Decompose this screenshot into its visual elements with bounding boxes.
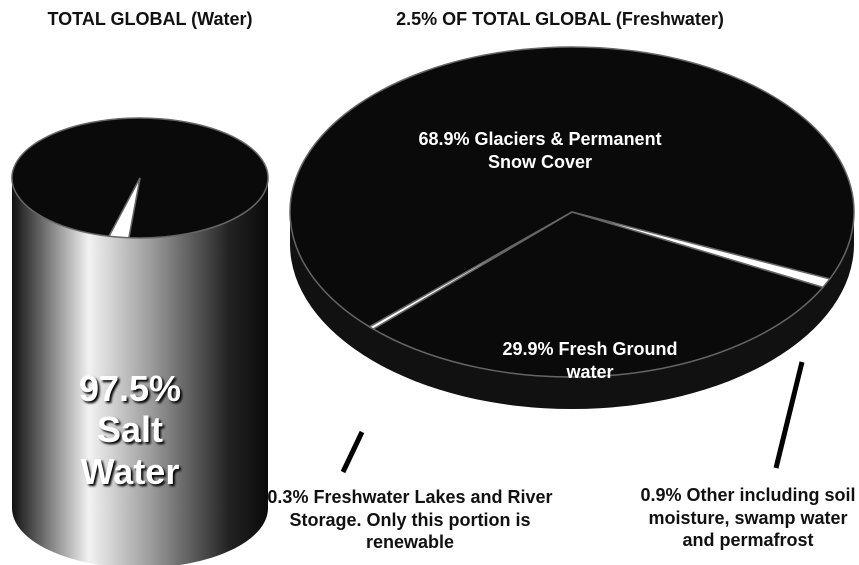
- leader-line: [773, 361, 805, 469]
- label: 0.9% Other including soil moisture, swam…: [640, 485, 856, 550]
- pie-slice: [368, 211, 573, 330]
- label: 0.3% Freshwater Lakes and River Storage.…: [267, 487, 553, 552]
- pie-slice: [289, 46, 855, 328]
- label: TOTAL GLOBAL (Water): [47, 9, 253, 29]
- leader-line: [340, 430, 365, 474]
- pie-side: [12, 178, 268, 565]
- label: 68.9% Glaciers & Permanent Snow Cover: [418, 129, 662, 172]
- label: 2.5% OF TOTAL GLOBAL (Freshwater): [396, 9, 724, 29]
- pie-slice: [107, 177, 141, 239]
- pie-slice: [371, 211, 825, 378]
- label: 97.5% Salt Water: [78, 368, 182, 492]
- label: 29.9% Fresh Ground water: [502, 339, 678, 382]
